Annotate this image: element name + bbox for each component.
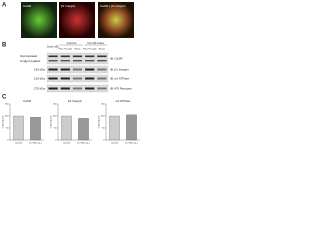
band (48, 68, 58, 71)
image-label: β1 Integrin (61, 4, 76, 8)
image-label: CaSR (23, 4, 32, 8)
y-tick-label: 0 (55, 140, 57, 142)
band (97, 60, 107, 62)
x-tick-label: Control (15, 142, 23, 145)
y-axis-label: % Membrane (50, 115, 53, 129)
chart-title: α3 ATPase (116, 99, 131, 103)
band (72, 77, 83, 80)
band (60, 60, 70, 62)
band (85, 68, 95, 71)
lane-label: Eluate (99, 48, 106, 51)
band (72, 68, 83, 71)
band (85, 87, 95, 90)
lane-label: Flow Through (59, 48, 73, 51)
band (60, 77, 70, 80)
band (48, 87, 58, 90)
size-marker: 130 kDa (34, 67, 46, 71)
x-tick-label: Control (63, 142, 71, 145)
blot-label: IB: β1 Integrin (110, 67, 129, 71)
y-tick-label: 100 (5, 116, 9, 118)
y-tick-label: 0 (103, 140, 105, 142)
lane-label: Crude mEC (47, 46, 60, 49)
bar (109, 115, 120, 141)
size-marker: 110 kDa (34, 76, 45, 80)
band (85, 55, 95, 58)
blot-label: IB: IP3 Receptor (110, 86, 132, 90)
band-label: Unglycosylated (20, 59, 41, 63)
band (48, 60, 58, 62)
x-tick-label: 10 mM Ca2+ (77, 143, 90, 145)
y-tick-label: 100 (53, 116, 57, 118)
blot-label: IB: CaSR (110, 56, 123, 60)
blot (46, 52, 109, 65)
y-axis-label: % Membrane (98, 115, 101, 129)
band-label: Glycosylated (20, 54, 38, 58)
x-tick-label: 10 mM Ca2+ (125, 143, 138, 145)
size-marker: 270 kDa (34, 86, 46, 90)
panel-label: A (2, 3, 7, 9)
band (60, 68, 70, 71)
y-tick-label: 150 (101, 104, 105, 106)
bar (30, 117, 41, 141)
lane-label: Eluate (74, 48, 81, 51)
band (60, 87, 70, 90)
y-tick-label: 50 (6, 128, 9, 130)
x-tick-label: 10 mM Ca2+ (29, 143, 42, 145)
band (48, 77, 58, 80)
panel-label: C (2, 95, 7, 101)
band (72, 55, 83, 58)
x-tick-label: Control (111, 142, 119, 145)
bar (78, 118, 89, 141)
bar (13, 115, 24, 141)
micrograph (59, 2, 95, 38)
y-tick-label: 100 (101, 116, 105, 118)
group-label: Control (67, 41, 77, 45)
micrograph (98, 2, 134, 38)
figure: A CaSR β1 Integrin CaSR + β1 Integrin B … (0, 0, 150, 149)
band (97, 77, 107, 80)
band (85, 77, 95, 80)
y-tick-label: 150 (5, 104, 9, 106)
bar (126, 114, 137, 141)
chart-title: CaSR (23, 99, 32, 103)
y-axis-label: % Membrane (2, 115, 5, 129)
band (97, 55, 107, 58)
y-tick-label: 50 (102, 128, 105, 130)
group-label: 10 mM Ca2+ (87, 41, 105, 45)
y-tick-label: 0 (7, 140, 9, 142)
band (72, 87, 83, 90)
micrograph (21, 2, 57, 38)
band (72, 60, 83, 62)
image-label: CaSR + β1 Integrin (100, 4, 126, 8)
band (97, 68, 107, 71)
band (48, 55, 58, 58)
chart-title: β1 Integrin (68, 99, 83, 103)
y-tick-label: 50 (54, 128, 57, 130)
band (60, 55, 70, 58)
y-tick-label: 150 (53, 104, 57, 106)
lane-label: Flow Through (83, 48, 97, 51)
blot-label: IB: α3 ATPase (110, 76, 130, 80)
band (85, 60, 95, 62)
panel-label: B (2, 43, 7, 49)
band (97, 87, 107, 90)
bar (61, 115, 72, 141)
